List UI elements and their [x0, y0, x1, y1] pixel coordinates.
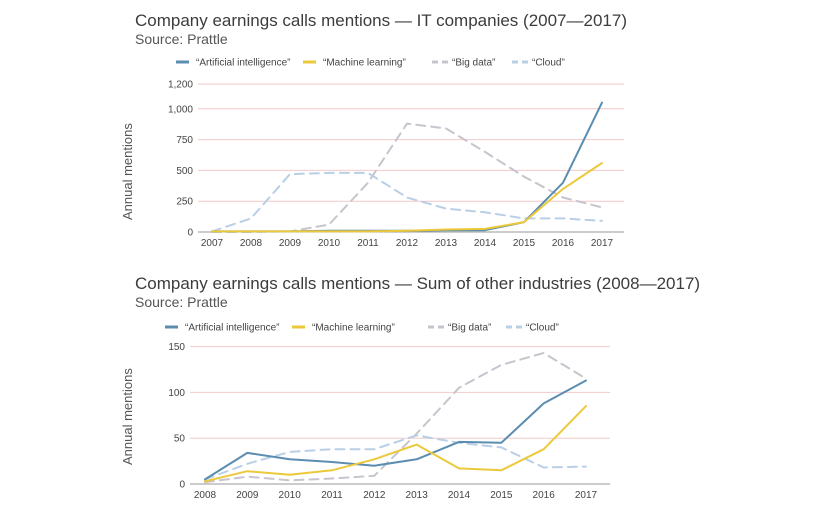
y-tick-label: 100 — [168, 388, 185, 399]
y-tick-label: 50 — [174, 434, 186, 445]
x-tick-label: 2009 — [279, 238, 302, 249]
chart2-source: Source: Prattle — [135, 294, 228, 310]
legend-label-ai: “Artificial intelligence” — [185, 323, 279, 334]
legend-label-cloud: “Cloud” — [526, 323, 559, 334]
series-line-bigdata — [204, 352, 587, 484]
legend-label-ml: “Machine learning” — [323, 58, 406, 69]
chart1-source: Source: Prattle — [135, 31, 228, 47]
series-line-ml — [211, 162, 603, 233]
x-tick-label: 2015 — [490, 490, 513, 501]
x-tick-label: 2011 — [357, 238, 379, 249]
x-tick-label: 2007 — [201, 238, 224, 249]
y-tick-label: 1,000 — [168, 104, 193, 115]
x-tick-label: 2013 — [406, 490, 429, 501]
legend-label-bigdata: “Big data” — [452, 58, 495, 69]
x-tick-label: 2010 — [318, 238, 341, 249]
x-tick-label: 2017 — [575, 490, 598, 501]
y-tick-label: 0 — [187, 228, 193, 239]
x-tick-label: 2012 — [363, 490, 386, 501]
x-tick-label: 2016 — [533, 490, 556, 501]
chart1-plot: 0 250 500 750 1,000 1,200 2007 2008 2009 2010 2011… — [168, 80, 624, 249]
x-tick-label: 2009 — [236, 490, 259, 501]
x-tick-label: 2014 — [448, 490, 471, 501]
x-tick-label: 2010 — [279, 490, 302, 501]
y-tick-label: 500 — [176, 166, 193, 177]
x-tick-label: 2013 — [435, 238, 458, 249]
chart2-ylabel: Annual mentions — [120, 368, 135, 465]
x-tick-label: 2008 — [194, 490, 217, 501]
y-tick-label: 1,200 — [168, 80, 193, 91]
x-tick-label: 2014 — [474, 238, 497, 249]
y-tick-label: 150 — [168, 342, 185, 353]
chart2-legend: “Artificial intelligence” “Machine learni… — [165, 323, 559, 334]
legend-label-bigdata: “Big data” — [448, 323, 491, 334]
x-tick-label: 2015 — [513, 238, 536, 249]
series-line-ml — [204, 405, 587, 483]
series-line-cloud — [204, 434, 587, 481]
legend-label-ai: “Artificial intelligence” — [196, 58, 290, 69]
chart2-title: Company earnings calls mentions — Sum of… — [135, 274, 700, 293]
chart1-legend: “Artificial intelligence” “Machine learni… — [176, 58, 565, 69]
x-tick-label: 2012 — [396, 238, 419, 249]
series-line-ai — [211, 101, 603, 233]
chart2-plot: 0 50 100 150 2008 2009 2010 2011 2012 2013 2014 201… — [168, 342, 610, 501]
x-tick-label: 2011 — [321, 490, 343, 501]
series-line-cloud — [211, 171, 603, 233]
y-tick-label: 750 — [176, 135, 193, 146]
chart1-ylabel: Annual mentions — [120, 123, 135, 220]
x-tick-label: 2008 — [240, 238, 263, 249]
y-tick-label: 250 — [176, 197, 193, 208]
x-tick-label: 2016 — [552, 238, 575, 249]
y-tick-label: 0 — [179, 480, 185, 491]
series-line-ai — [204, 379, 587, 481]
legend-label-ml: “Machine learning” — [312, 323, 395, 334]
chart1-title: Company earnings calls mentions — IT com… — [135, 11, 627, 30]
legend-label-cloud: “Cloud” — [532, 58, 565, 69]
x-tick-label: 2017 — [591, 238, 614, 249]
